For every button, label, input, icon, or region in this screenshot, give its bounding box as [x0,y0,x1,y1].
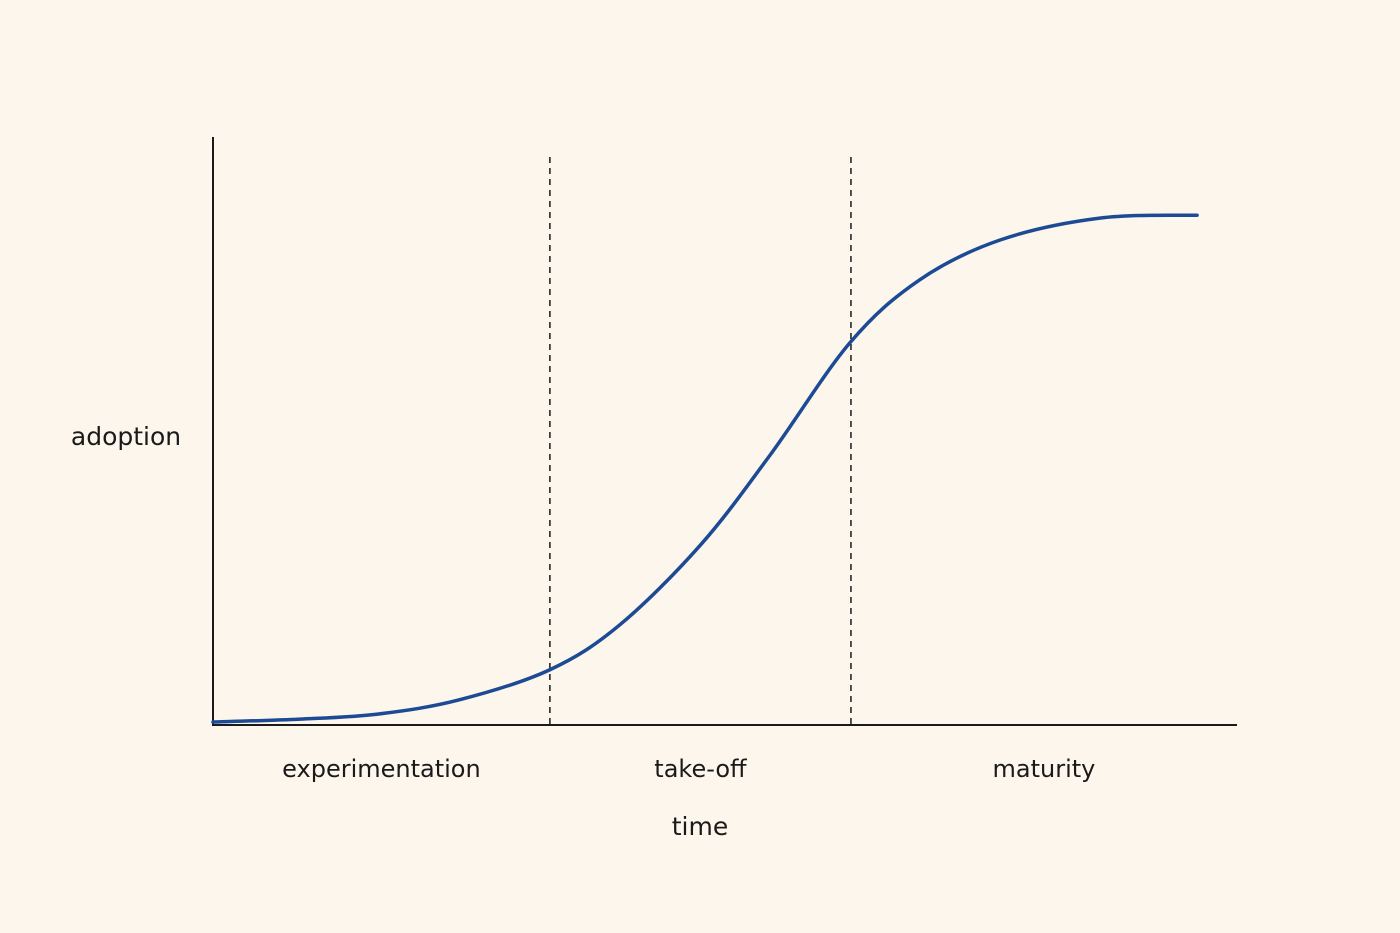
adoption-curve [211,213,1199,724]
phase-label: take-off [654,755,747,783]
phase-label: experimentation [282,755,481,783]
phase-label: maturity [993,755,1096,783]
y-axis-label: adoption [71,422,181,451]
x-axis-label: time [672,812,728,841]
